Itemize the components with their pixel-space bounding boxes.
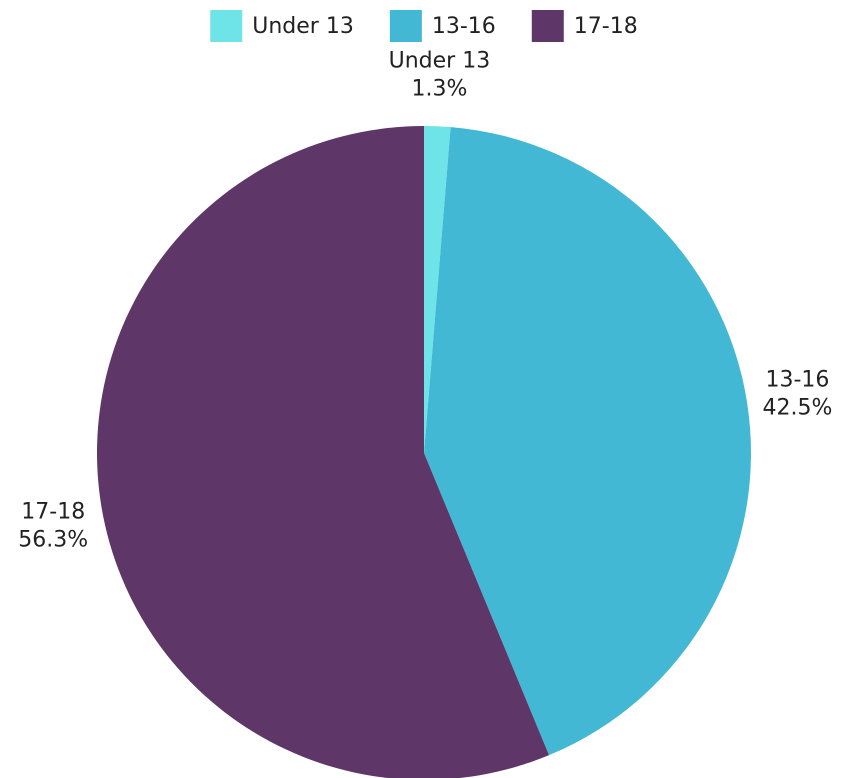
pie-slice bbox=[97, 126, 550, 778]
slice-value-label: 42.5% bbox=[763, 396, 833, 421]
legend-label: 13-16 bbox=[432, 14, 496, 39]
slice-label: 17-18 bbox=[21, 500, 85, 525]
slice-value-label: 56.3% bbox=[18, 528, 88, 553]
legend-swatch bbox=[531, 10, 564, 42]
slice-label: 13-16 bbox=[765, 368, 829, 393]
slice-label: Under 13 bbox=[389, 48, 491, 73]
legend-label: 17-18 bbox=[574, 14, 638, 39]
slice-value-label: 1.3% bbox=[411, 76, 467, 101]
pie-slice bbox=[424, 127, 752, 756]
legend-label: Under 13 bbox=[252, 14, 354, 39]
legend-swatch bbox=[210, 10, 243, 42]
pie-slice bbox=[424, 126, 451, 453]
legend-swatch bbox=[389, 10, 422, 42]
